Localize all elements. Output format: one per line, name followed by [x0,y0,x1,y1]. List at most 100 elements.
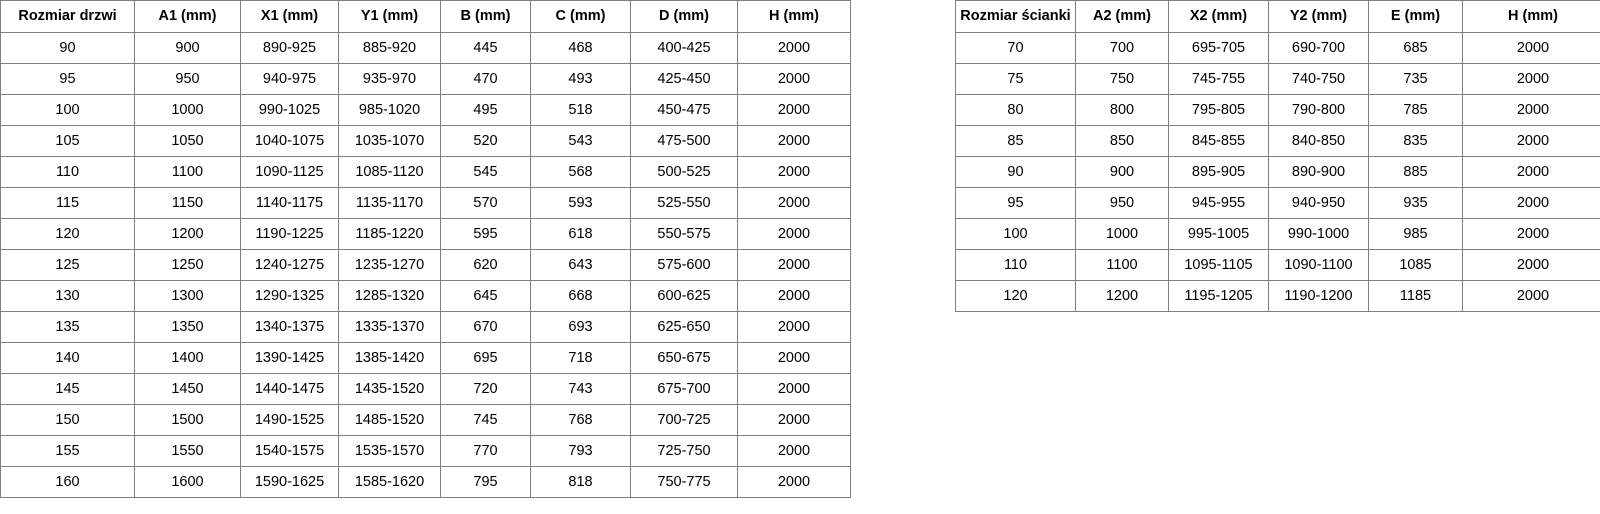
table-row: 115 1150 1140-1175 1135-1170 570 593 525-550 20… [0,187,851,219]
door-cell: 445 [440,32,531,64]
table-header-row: Rozmiar ścianki A2 (mm) X2 (mm) Y2 (mm) E (m… [955,0,1600,33]
wall-dimensions-table: Rozmiar ścianki A2 (mm) X2 (mm) Y2 (mm) E (m… [955,0,1600,312]
door-cell: 693 [530,311,631,343]
table-row: 105 1050 1040-1075 1035-1070 520 543 475-500 20… [0,125,851,157]
wall-cell: 900 [1075,156,1169,188]
door-cell: 160 [0,466,135,498]
door-cell: 670 [440,311,531,343]
door-cell: 600-625 [630,280,738,312]
wall-cell: 685 [1368,32,1463,64]
wall-cell: 85 [955,125,1076,157]
wall-cell: 1090-1100 [1268,249,1369,281]
door-cell: 1085-1120 [338,156,441,188]
wall-column-header: Rozmiar ścianki [955,0,1076,33]
table-row: 120 1200 1195-1205 1190-1200 1185 2000 [955,280,1600,312]
table-row: 90 900 895-905 890-900 885 2000 [955,156,1600,188]
wall-table-header: Rozmiar ścianki A2 (mm) X2 (mm) Y2 (mm) E (m… [955,0,1600,33]
door-cell: 885-920 [338,32,441,64]
door-table-header: Rozmiar drzwi A1 (mm) X1 (mm) Y1 (mm) B (mm)… [0,0,851,33]
wall-cell: 700 [1075,32,1169,64]
table-row: 125 1250 1240-1275 1235-1270 620 643 575-600 20… [0,249,851,281]
door-cell: 550-575 [630,218,738,250]
door-cell: 120 [0,218,135,250]
door-cell: 575-600 [630,249,738,281]
wall-column-header: E (mm) [1368,0,1463,33]
door-cell: 595 [440,218,531,250]
wall-cell: 2000 [1462,280,1600,312]
door-cell: 2000 [737,280,851,312]
door-cell: 695 [440,342,531,374]
table-row: 155 1550 1540-1575 1535-1570 770 793 725-750 20… [0,435,851,467]
door-cell: 1435-1520 [338,373,441,405]
door-cell: 985-1020 [338,94,441,126]
door-cell: 1090-1125 [240,156,339,188]
door-column-header: B (mm) [440,0,531,33]
door-cell: 568 [530,156,631,188]
door-cell: 2000 [737,373,851,405]
wall-cell: 1000 [1075,218,1169,250]
door-cell: 518 [530,94,631,126]
wall-cell: 110 [955,249,1076,281]
door-cell: 1250 [134,249,241,281]
door-cell: 545 [440,156,531,188]
wall-cell: 695-705 [1168,32,1269,64]
door-cell: 668 [530,280,631,312]
table-row: 95 950 945-955 940-950 935 2000 [955,187,1600,219]
door-cell: 115 [0,187,135,219]
door-cell: 725-750 [630,435,738,467]
wall-table-body: 70 700 695-705 690-700 685 2000 75 750 745-755 74… [955,32,1600,312]
table-row: 110 1100 1090-1125 1085-1120 545 568 500-525 20… [0,156,851,188]
door-cell: 495 [440,94,531,126]
table-row: 100 1000 995-1005 990-1000 985 2000 [955,218,1600,250]
wall-cell: 785 [1368,94,1463,126]
door-cell: 475-500 [630,125,738,157]
door-cell: 135 [0,311,135,343]
wall-cell: 950 [1075,187,1169,219]
table-row: 75 750 745-755 740-750 735 2000 [955,63,1600,95]
door-cell: 90 [0,32,135,64]
wall-cell: 80 [955,94,1076,126]
wall-cell: 2000 [1462,125,1600,157]
door-cell: 745 [440,404,531,436]
wall-cell: 2000 [1462,63,1600,95]
table-row: 85 850 845-855 840-850 835 2000 [955,125,1600,157]
door-cell: 155 [0,435,135,467]
door-cell: 1385-1420 [338,342,441,374]
door-cell: 2000 [737,63,851,95]
door-cell: 675-700 [630,373,738,405]
door-cell: 570 [440,187,531,219]
door-cell: 1350 [134,311,241,343]
door-cell: 1240-1275 [240,249,339,281]
door-cell: 2000 [737,125,851,157]
door-cell: 2000 [737,249,851,281]
door-cell: 770 [440,435,531,467]
wall-cell: 895-905 [1168,156,1269,188]
door-column-header: Y1 (mm) [338,0,441,33]
wall-cell: 995-1005 [1168,218,1269,250]
table-row: 130 1300 1290-1325 1285-1320 645 668 600-625 20… [0,280,851,312]
door-column-header: D (mm) [630,0,738,33]
door-cell: 145 [0,373,135,405]
wall-column-header: H (mm) [1462,0,1600,33]
door-cell: 2000 [737,218,851,250]
wall-cell: 120 [955,280,1076,312]
wall-cell: 95 [955,187,1076,219]
wall-cell: 1185 [1368,280,1463,312]
door-cell: 500-525 [630,156,738,188]
wall-cell: 885 [1368,156,1463,188]
door-cell: 1200 [134,218,241,250]
door-cell: 1135-1170 [338,187,441,219]
wall-cell: 835 [1368,125,1463,157]
door-cell: 935-970 [338,63,441,95]
wall-cell: 2000 [1462,187,1600,219]
wall-cell: 795-805 [1168,94,1269,126]
door-cell: 130 [0,280,135,312]
door-cell: 2000 [737,466,851,498]
door-cell: 1100 [134,156,241,188]
door-cell: 95 [0,63,135,95]
wall-cell: 1085 [1368,249,1463,281]
door-cell: 718 [530,342,631,374]
door-cell: 2000 [737,404,851,436]
door-cell: 1590-1625 [240,466,339,498]
table-row: 145 1450 1440-1475 1435-1520 720 743 675-700 20… [0,373,851,405]
